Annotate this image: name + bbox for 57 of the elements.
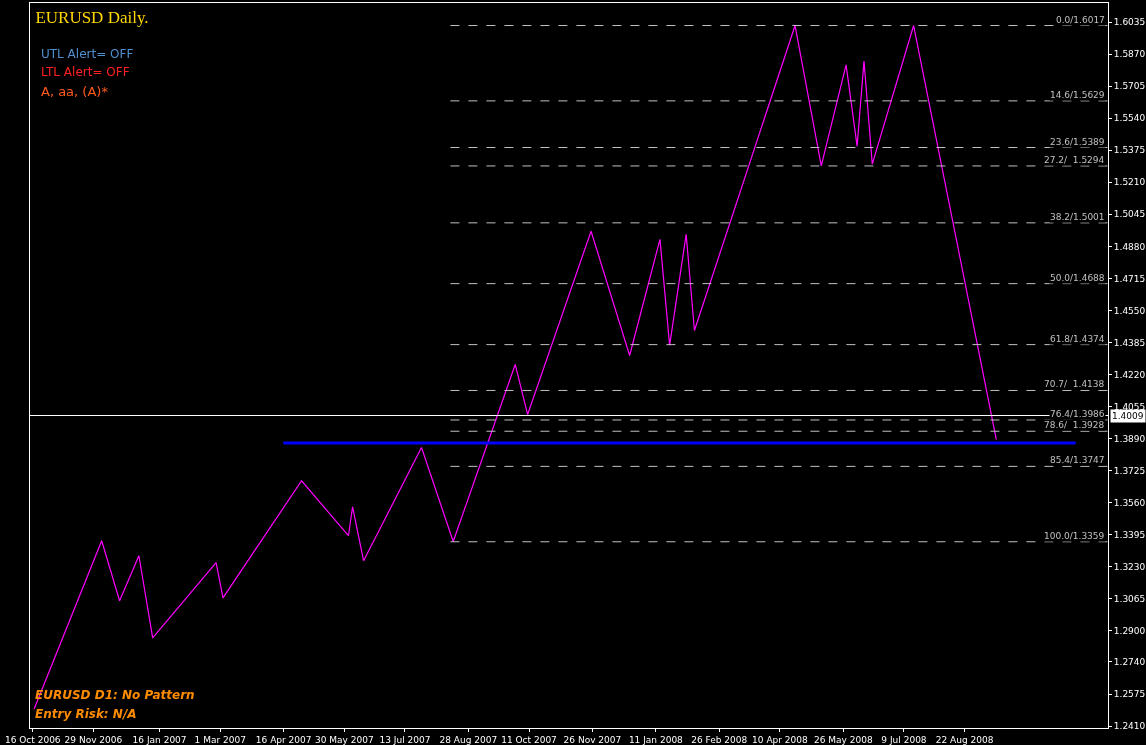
ref-line-label: 76.4/1.3986 [1050, 409, 1105, 419]
ref-line-label: 23.6/1.5389 [1050, 137, 1105, 147]
ref-line-label: 100.0/1.3359 [1044, 531, 1105, 541]
y-tick-label: 1.2410 [1113, 721, 1146, 732]
ref-line-label: 0.0/1.6017 [1056, 15, 1105, 25]
y-tick-label: 1.5375 [1113, 145, 1146, 156]
x-tick-label: 22 Aug 2008 [935, 734, 994, 745]
x-tick-label: 30 May 2007 [314, 734, 374, 745]
y-tick-label: 1.3230 [1113, 561, 1146, 572]
y-tick-label: 1.3065 [1113, 594, 1146, 604]
ref-line-label: 50.0/1.4688 [1050, 273, 1105, 283]
x-tick-label: 26 Feb 2008 [691, 734, 748, 745]
x-tick-label: 16 Jan 2007 [132, 734, 187, 745]
x-tick-label: 28 Aug 2007 [439, 734, 498, 745]
y-tick-label: 1.4715 [1113, 273, 1146, 284]
y-tick-label: 1.6035 [1113, 17, 1146, 28]
y-tick-label: 1.4055 [1113, 401, 1146, 412]
x-tick-label: 9 Jul 2008 [881, 734, 927, 745]
x-tick-label: 11 Jan 2008 [628, 734, 684, 745]
annotation: A, aa, (A)* [41, 84, 109, 99]
y-tick-label: 1.3890 [1113, 433, 1146, 444]
ref-line-label: 27.2/ 1.5294 [1044, 155, 1105, 165]
y-tick-label: 1.4220 [1113, 369, 1146, 380]
y-tick-label: 1.4385 [1113, 337, 1146, 348]
x-tick-label: 11 Oct 2007 [501, 734, 557, 745]
x-tick-label: 26 Nov 2007 [563, 734, 622, 745]
ref-line-label: 85.4/1.3747 [1050, 455, 1105, 465]
x-tick-label: 13 Jul 2007 [379, 734, 431, 745]
x-tick-label: 16 Apr 2007 [255, 734, 312, 745]
y-tick-label: 1.3560 [1113, 497, 1146, 508]
y-tick-label: 1.3395 [1113, 529, 1146, 540]
annotation: Entry Risk: N/A [35, 707, 137, 721]
ref-line-label: 78.6/ 1.3928 [1044, 420, 1105, 430]
y-tick-label: 1.4880 [1113, 241, 1146, 252]
x-tick-label: 29 Nov 2006 [64, 734, 123, 745]
ref-line-label: 38.2/1.5001 [1050, 212, 1105, 222]
ref-line-label: 1.4009 [1112, 411, 1144, 421]
y-tick-label: 1.2740 [1113, 657, 1146, 668]
x-tick-label: 10 Apr 2008 [752, 734, 808, 745]
annotation: UTL Alert= OFF [41, 47, 134, 61]
chart-title: EURUSD Daily. [35, 8, 149, 28]
y-tick-label: 1.5870 [1113, 49, 1146, 60]
y-tick-label: 1.5705 [1113, 81, 1146, 92]
y-tick-label: 1.2900 [1113, 626, 1146, 637]
x-tick-label: 16 Oct 2006 [4, 734, 61, 745]
ref-line-label: 61.8/1.4374 [1050, 334, 1105, 344]
x-tick-label: 1 Mar 2007 [194, 734, 246, 745]
ref-line-label: 14.6/1.5629 [1050, 90, 1105, 100]
ref-line-label: 70.7/ 1.4138 [1044, 379, 1105, 389]
annotation: LTL Alert= OFF [41, 65, 130, 79]
y-tick-label: 1.4550 [1113, 305, 1146, 316]
y-tick-label: 1.5540 [1113, 113, 1146, 124]
y-tick-label: 1.2575 [1113, 689, 1146, 700]
x-tick-label: 26 May 2008 [813, 734, 873, 745]
y-tick-label: 1.3725 [1113, 465, 1146, 476]
y-tick-label: 1.5210 [1113, 177, 1146, 188]
y-tick-label: 1.5045 [1113, 209, 1146, 220]
